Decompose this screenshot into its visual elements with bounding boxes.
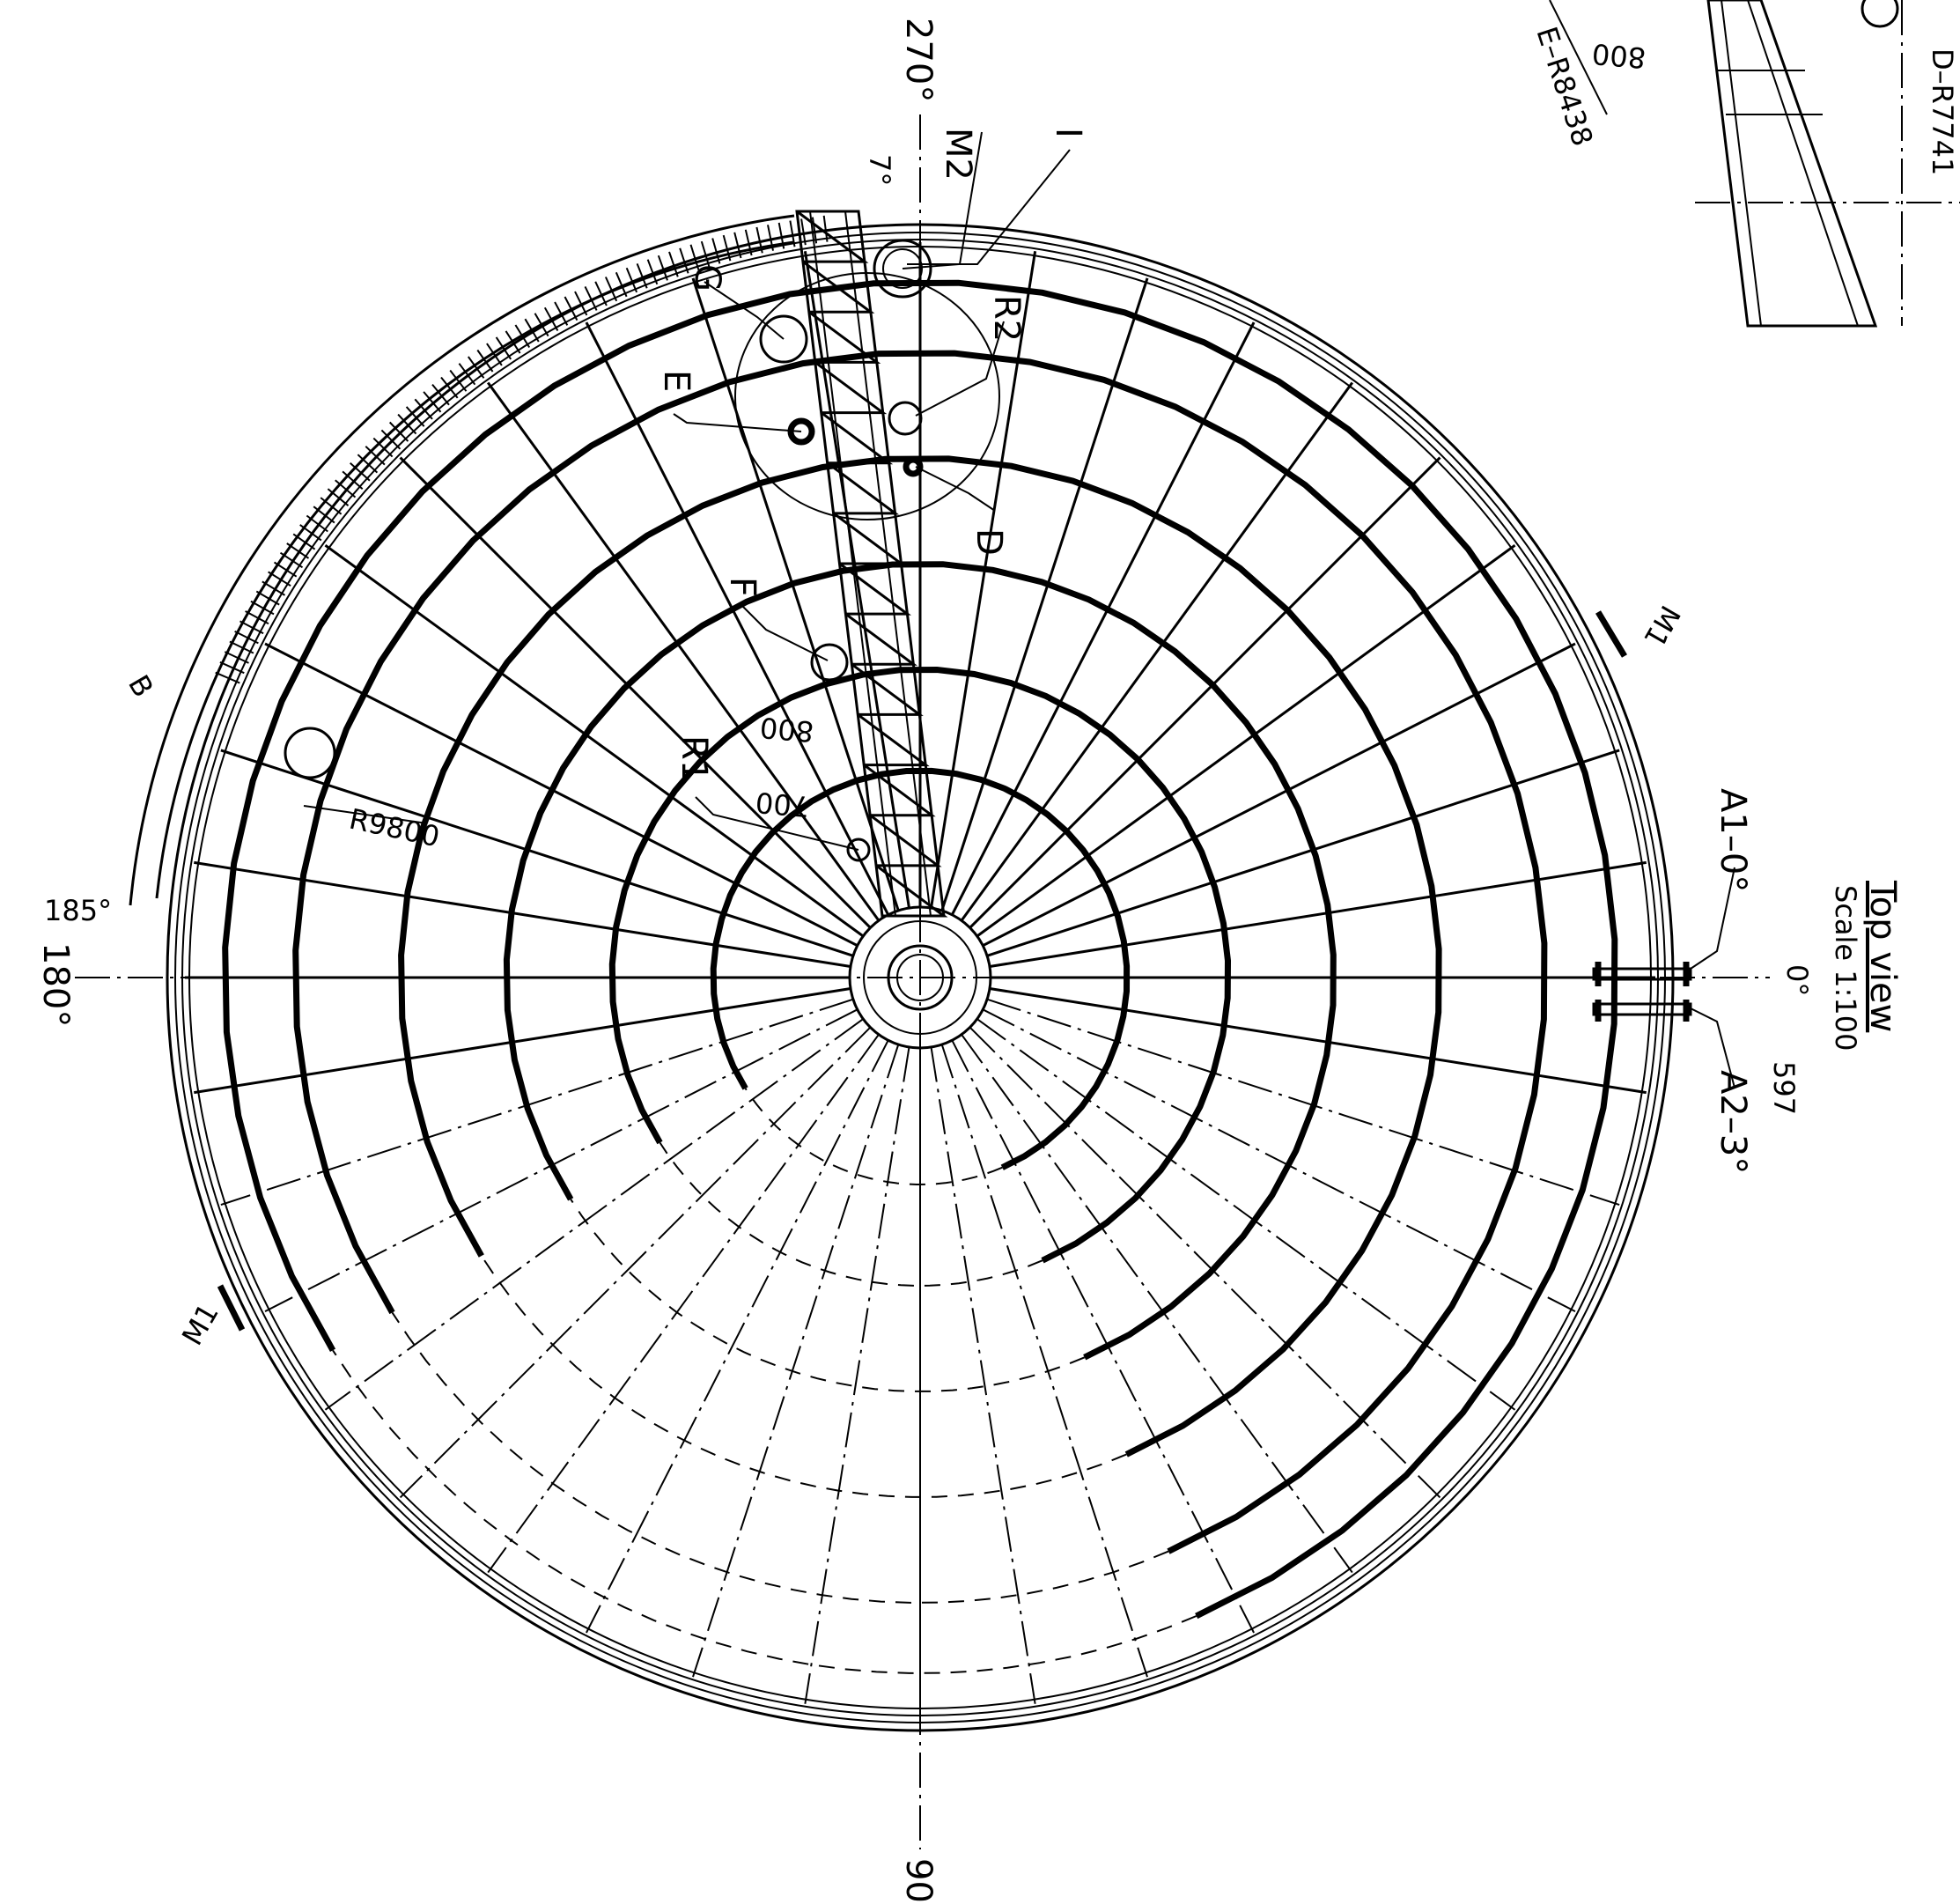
hidden-ring-beam [391, 1311, 1169, 1604]
leader-lines [303, 0, 1735, 1089]
angle-0-label: 0° [1780, 964, 1814, 996]
rafter [220, 998, 854, 1206]
manways [217, 610, 1628, 1332]
rafter [264, 1008, 858, 1312]
view-scale: Scale 1:100 [1829, 885, 1862, 1051]
label-e: E [656, 370, 696, 392]
rolling-ladder-truss [795, 210, 948, 918]
dim-800-top: 800 [1591, 37, 1647, 75]
nozzle-r1 [846, 838, 871, 862]
dim-597: 597 [1767, 1061, 1801, 1115]
view-title: Top view [1862, 880, 1903, 1032]
rafter [951, 1039, 1255, 1634]
label-f: F [722, 577, 763, 597]
hidden-ring-beam [570, 1199, 1086, 1392]
label-r2: R2 [986, 295, 1027, 342]
hidden-ring-beam [480, 1255, 1127, 1498]
drawing-labels: 270° 180° 185° 90° 0° M2 I G R2 E D F R1… [35, 18, 1959, 1904]
rafter [324, 1018, 864, 1411]
roof-ring-beams [222, 279, 1618, 1620]
label-d: D [969, 528, 1009, 556]
label-m1-right: M1 [1637, 600, 1687, 653]
ring-beam [503, 561, 1337, 1361]
angle-185-label: 185° [44, 894, 112, 927]
rafter [487, 1034, 880, 1574]
nozzle-r2 [888, 401, 923, 436]
rafter [976, 543, 1516, 938]
detail-truss [1695, 0, 1960, 328]
dim-angle-7: 7° [863, 154, 896, 186]
label-b: B [122, 669, 160, 703]
ring-beam [608, 666, 1232, 1264]
rafter [804, 1046, 910, 1704]
nozzle-g [759, 314, 808, 364]
dim-800-mid: 800 [759, 711, 815, 749]
centerlines [75, 114, 1770, 1849]
rafter [961, 1034, 1353, 1574]
hidden-ring-beam [332, 1349, 1197, 1674]
dim-700: 700 [755, 786, 811, 823]
spiral-stair [129, 214, 829, 906]
dim-d-r7741: D–R7741 [1926, 48, 1959, 175]
label-a2: A2–3° [1713, 1070, 1753, 1174]
label-m1-left: M1 [175, 1297, 225, 1351]
label-r1: R1 [674, 735, 714, 782]
label-i: I [1048, 128, 1088, 138]
label-m2: M2 [938, 128, 978, 181]
dim-e-r8438: E–R8438 [1529, 23, 1599, 151]
label-a1: A1–0° [1713, 788, 1753, 892]
roof-nozzles [284, 239, 1000, 862]
shell-nozzles [1592, 962, 1692, 1022]
nozzle-b [284, 727, 336, 779]
nozzle-f [810, 643, 849, 682]
hidden-ring-beam [744, 1088, 1003, 1186]
hidden-ring-beam [659, 1141, 1043, 1288]
rafter [692, 1044, 900, 1678]
ring-beam [292, 350, 1548, 1554]
ring-beam [398, 455, 1442, 1458]
ring-beam [222, 279, 1618, 1620]
rafter [586, 1039, 889, 1634]
angle-270-label: 270° [898, 18, 939, 102]
rafter [930, 1046, 1036, 1704]
angle-180-label: 180° [35, 942, 76, 1027]
nozzle-m2 [873, 239, 932, 299]
nozzle-d [903, 456, 924, 477]
rafter [976, 1018, 1516, 1411]
rafter [982, 1008, 1576, 1312]
ring-beam [710, 767, 1131, 1170]
hidden-ring-beams [332, 1088, 1197, 1674]
rafter [960, 381, 1354, 922]
label-g: G [687, 264, 727, 292]
angle-90-label: 90° [898, 1858, 939, 1904]
